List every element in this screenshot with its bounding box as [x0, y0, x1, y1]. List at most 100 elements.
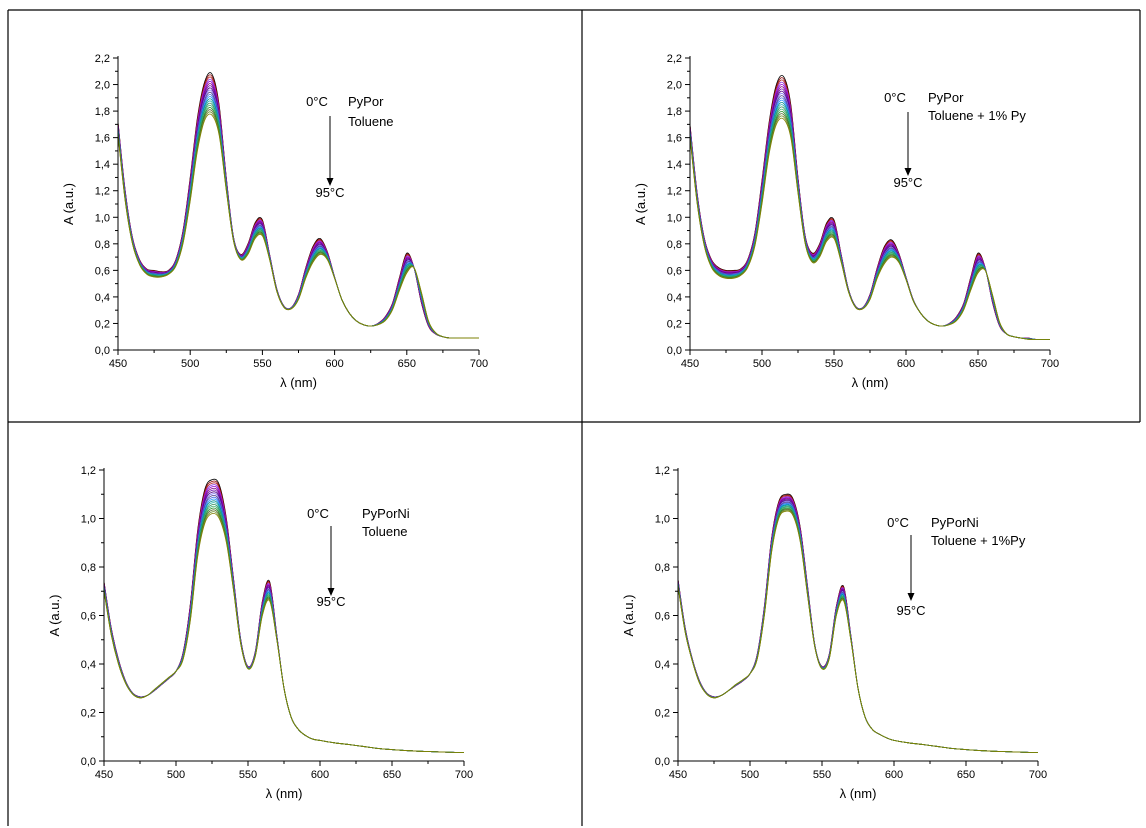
- chart-panel-2: 450 500 550 600 650 700 0,0 0,2 0,4 0,6 0,8 1,0 1,2 1…: [633, 53, 1059, 390]
- spectrum-line-12: [103, 498, 465, 753]
- spectrum-line-11: [117, 93, 479, 339]
- spectrum-line-18: [689, 113, 1050, 340]
- x-tick-label: 550: [813, 769, 831, 781]
- spectrum-line-5: [103, 486, 465, 753]
- x-tick-label: 450: [669, 769, 687, 781]
- spectrum-line-14: [103, 502, 465, 753]
- series-group: [103, 478, 465, 753]
- spectrum-line-14: [117, 100, 479, 339]
- x-tick-label: 500: [741, 769, 759, 781]
- spectrum-line-19: [103, 511, 465, 753]
- arrow-down-icon: [904, 168, 912, 176]
- y-tick-label: 1,6: [95, 133, 110, 145]
- y-tick-label: 1,2: [81, 465, 96, 477]
- chart-panel-3: 450 500 550 600 650 700 0,0 0,2 0,4 0,6 0,8 1,0 1,2 λ…: [47, 465, 473, 801]
- spectrum-line-18: [117, 109, 479, 339]
- spectrum-line-14: [689, 104, 1050, 340]
- y-tick-label: 2,2: [667, 53, 682, 65]
- y-tick-label: 1,4: [95, 159, 110, 171]
- y-tick-label: 1,8: [667, 106, 682, 118]
- series-group: [689, 74, 1050, 340]
- spectrum-line-12: [689, 99, 1050, 340]
- y-tick-label: 0,4: [655, 659, 670, 671]
- temp-end-label: 95°C: [315, 185, 344, 200]
- y-tick-label: 1,2: [655, 465, 670, 477]
- spectrum-line-16: [117, 104, 479, 339]
- solvent-label: Toluene: [348, 114, 394, 129]
- x-axis-title: λ (nm): [280, 375, 317, 390]
- solvent-label: Toluene + 1% Py: [928, 108, 1026, 123]
- y-tick-label: 0,8: [81, 562, 96, 574]
- spectrum-line-10: [117, 91, 479, 339]
- compound-label: PyPorNi: [931, 515, 979, 530]
- temp-start-label: 0°C: [306, 94, 328, 109]
- y-tick-label: 0,0: [667, 345, 682, 357]
- spectrum-line-8: [117, 87, 479, 339]
- x-tick-label: 500: [181, 358, 199, 370]
- spectrum-line-17: [117, 107, 479, 339]
- y-axis-title: A (a.u.): [621, 595, 636, 637]
- spectrum-line-20: [103, 512, 465, 753]
- y-tick-label: 0,4: [95, 292, 110, 304]
- spectrum-line-19: [689, 115, 1050, 340]
- spectrum-line-7: [103, 489, 465, 753]
- x-tick-label: 650: [969, 358, 987, 370]
- series-group: [677, 493, 1039, 753]
- y-tick-label: 0,8: [655, 562, 670, 574]
- arrow-down-icon: [327, 588, 335, 596]
- y-tick-label: 0,6: [667, 265, 682, 277]
- solvent-label: Toluene: [362, 524, 408, 539]
- y-tick-label: 0,4: [667, 292, 682, 304]
- temp-end-label: 95°C: [316, 594, 345, 609]
- x-tick-label: 650: [398, 358, 416, 370]
- y-tick-label: 0,0: [95, 345, 110, 357]
- spectrum-line-2: [103, 480, 465, 753]
- spectrum-line-6: [103, 487, 465, 753]
- y-tick-label: 1,0: [81, 514, 96, 526]
- x-tick-label: 550: [825, 358, 843, 370]
- y-axis-title: A (a.u.): [47, 595, 62, 637]
- y-axis-title: A (a.u.): [61, 183, 76, 225]
- x-tick-label: 550: [253, 358, 271, 370]
- x-tick-label: 650: [383, 769, 401, 781]
- x-tick-label: 700: [470, 358, 488, 370]
- spectrum-line-11: [103, 496, 465, 753]
- x-tick-label: 450: [109, 358, 127, 370]
- spectrum-line-13: [103, 500, 465, 753]
- x-tick-label: 700: [455, 769, 473, 781]
- temp-start-label: 0°C: [887, 515, 909, 530]
- spectrum-line-20: [677, 510, 1039, 753]
- y-tick-label: 1,4: [667, 159, 682, 171]
- spectrum-line-10: [103, 494, 465, 753]
- y-tick-label: 0,8: [95, 239, 110, 251]
- y-tick-label: 1,2: [95, 186, 110, 198]
- y-tick-label: 0,0: [655, 756, 670, 768]
- x-axis-title: λ (nm): [840, 786, 877, 801]
- spectrum-line-19: [117, 111, 479, 339]
- x-axis-title: λ (nm): [266, 786, 303, 801]
- y-tick-label: 0,2: [95, 318, 110, 330]
- spectrum-line-16: [689, 108, 1050, 340]
- x-tick-label: 700: [1041, 358, 1059, 370]
- y-tick-label: 0,6: [81, 611, 96, 623]
- x-tick-label: 700: [1029, 769, 1047, 781]
- temp-start-label: 0°C: [884, 90, 906, 105]
- spectrum-line-20: [689, 117, 1050, 340]
- y-tick-label: 1,0: [667, 212, 682, 224]
- spectrum-line-15: [103, 503, 465, 753]
- spectrum-line-17: [689, 110, 1050, 340]
- spectrum-line-15: [117, 102, 479, 339]
- x-tick-label: 600: [897, 358, 915, 370]
- x-tick-label: 450: [681, 358, 699, 370]
- y-tick-label: 0,2: [81, 708, 96, 720]
- temp-start-label: 0°C: [307, 506, 329, 521]
- spectrum-line-7: [689, 88, 1050, 340]
- spectrum-line-16: [103, 505, 465, 753]
- spectrum-line-1: [103, 478, 465, 753]
- x-tick-label: 600: [885, 769, 903, 781]
- spectrum-line-11: [689, 97, 1050, 340]
- y-tick-label: 2,2: [95, 53, 110, 65]
- spectrum-line-8: [103, 491, 465, 753]
- series-group: [117, 72, 479, 339]
- x-tick-label: 600: [325, 358, 343, 370]
